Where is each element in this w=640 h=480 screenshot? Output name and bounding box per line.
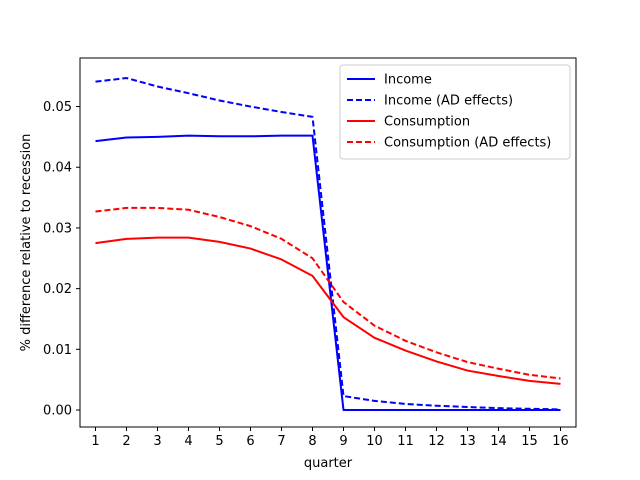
x-tick-label: 14 [490, 434, 507, 449]
legend-label: Consumption (AD effects) [384, 136, 551, 151]
x-axis-label: quarter [304, 456, 353, 471]
x-tick-label: 2 [122, 434, 130, 449]
series-line-0 [95, 134, 561, 412]
x-tick-label: 13 [459, 434, 476, 449]
series-line-3 [95, 206, 561, 380]
x-tick-label: 3 [153, 434, 161, 449]
x-tick-label: 11 [397, 434, 414, 449]
y-tick-label: 0.05 [43, 100, 72, 115]
x-tick-label: 16 [552, 434, 569, 449]
series-line-1 [95, 77, 561, 411]
x-tick-label: 8 [308, 434, 316, 449]
y-axis: 0.00 0.01 0.02 0.03 0.04 0.05 [43, 100, 80, 419]
y-tick-label: 0.02 [43, 282, 72, 297]
x-tick-label: 10 [366, 434, 383, 449]
x-tick-label: 7 [277, 434, 285, 449]
legend-box [339, 64, 571, 160]
y-tick-label: 0.00 [43, 404, 72, 419]
series-line-2 [95, 236, 561, 385]
x-axis: 1 2 3 4 5 6 7 8 9 10 11 12 13 14 15 16 [91, 427, 569, 449]
x-tick-label: 5 [215, 434, 223, 449]
x-tick-label: 6 [246, 434, 254, 449]
legend-label: Consumption [384, 115, 470, 130]
plot-frame [79, 57, 577, 428]
legend: Income Income (AD effects) Consumption Cons… [339, 64, 571, 160]
x-tick-label: 12 [428, 434, 445, 449]
y-tick-label: 0.04 [43, 161, 72, 176]
y-axis-label: % difference relative to recession [19, 134, 34, 352]
legend-label: Income (AD effects) [384, 94, 513, 109]
series-layer [95, 77, 561, 412]
x-tick-label: 4 [184, 434, 192, 449]
x-tick-label: 9 [339, 434, 347, 449]
legend-label: Income [384, 73, 432, 88]
y-tick-label: 0.03 [43, 221, 72, 236]
x-tick-label: 1 [91, 434, 99, 449]
x-tick-label: 15 [521, 434, 538, 449]
y-tick-label: 0.01 [43, 343, 72, 358]
